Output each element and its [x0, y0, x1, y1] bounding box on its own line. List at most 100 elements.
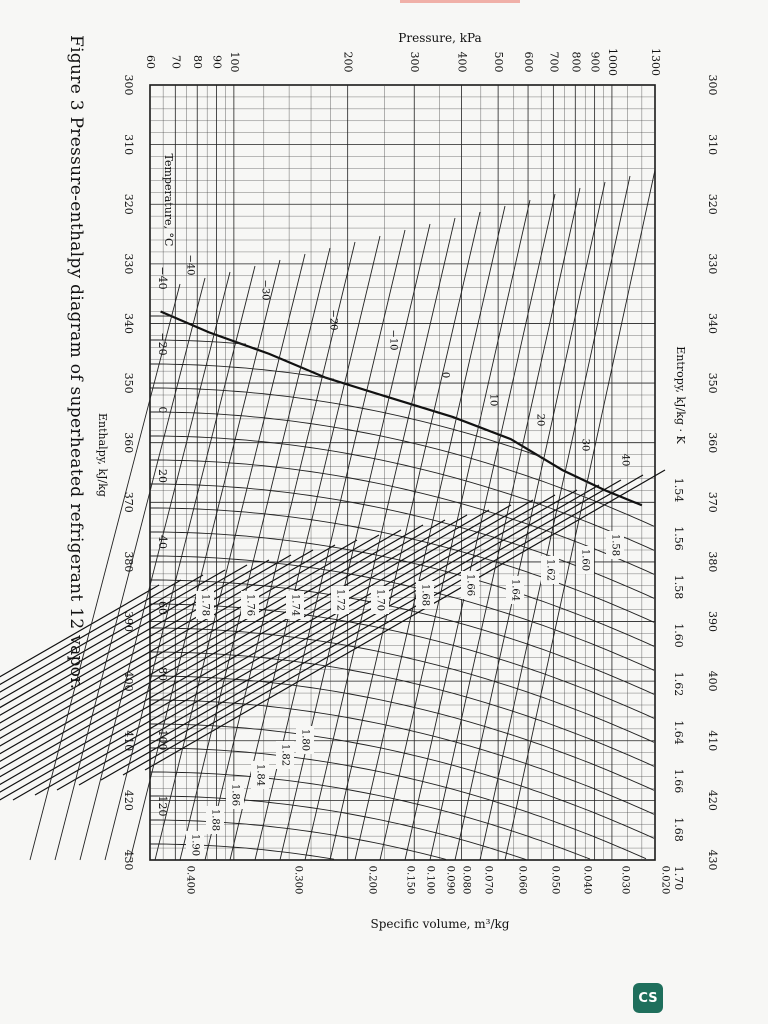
pressure-tick-label: 100 — [228, 52, 241, 73]
temperature-tick-label: 0 — [156, 407, 169, 414]
enthalpy-tick-label-right: 320 — [706, 194, 719, 215]
temperature-axis-title: Temperature, °C — [162, 154, 175, 247]
saturation-temperature-label: 20 — [535, 414, 546, 427]
entropy-tick-label: 1.68 — [672, 817, 685, 842]
entropy-line — [34, 494, 556, 796]
entropy-line-label: 1.86 — [230, 784, 241, 806]
entropy-line-label: 1.64 — [510, 579, 521, 601]
entropy-line-label: 1.62 — [545, 559, 556, 581]
entropy-line-label-bg — [416, 581, 434, 609]
specific-volume-line — [79, 271, 231, 861]
enthalpy-tick-label-right: 350 — [706, 373, 719, 394]
entropy-line — [12, 499, 534, 801]
temperature-line — [150, 723, 655, 839]
enthalpy-tick-label-left: 340 — [122, 313, 135, 334]
enthalpy-tick-label-right: 330 — [706, 253, 719, 274]
entropy-line-label: 1.76 — [245, 594, 256, 616]
pressure-tick-label: 70 — [169, 55, 182, 69]
enthalpy-tick-label-left: 310 — [122, 134, 135, 155]
pressure-tick-label: 80 — [191, 55, 204, 69]
specific-volume-tick-label: 0.100 — [425, 866, 436, 895]
temperature-line — [150, 435, 655, 551]
temperature-line — [150, 675, 655, 791]
enthalpy-tick-label-left: 420 — [122, 790, 135, 811]
enthalpy-tick-label-left: 430 — [122, 850, 135, 871]
entropy-line-label: 1.88 — [210, 809, 221, 831]
pressure-tick-label: 300 — [408, 52, 421, 73]
entropy-line-label-bg — [196, 591, 214, 619]
saturated-vapor-line — [160, 310, 643, 507]
entropy-line-label: 1.58 — [610, 534, 621, 556]
entropy-line-label: 1.68 — [420, 584, 431, 606]
plot-frame — [149, 84, 656, 861]
temperature-line — [150, 339, 247, 345]
entropy-line-label-bg — [576, 546, 594, 574]
enthalpy-tick-label-left: 360 — [122, 432, 135, 453]
entropy-line — [0, 529, 402, 763]
entropy-line — [0, 569, 226, 701]
enthalpy-tick-label-left: 370 — [122, 492, 135, 513]
entropy-line-label: 1.72 — [335, 589, 346, 611]
specific-volume-line — [404, 193, 556, 861]
enthalpy-tick-label-left: 400 — [122, 671, 135, 692]
temperature-line — [150, 795, 527, 861]
specific-volume-line — [454, 181, 606, 861]
temperature-line — [150, 483, 655, 599]
specific-volume-tick-label: 0.040 — [582, 866, 593, 895]
saturation-temperature-label: 40 — [620, 454, 631, 467]
enthalpy-tick-label-right: 430 — [706, 850, 719, 871]
entropy-line-label: 1.78 — [200, 594, 211, 616]
temperature-tick-label: −40 — [156, 266, 169, 289]
entropy-line-label-bg — [541, 556, 559, 584]
pressure-tick-label: 200 — [342, 52, 355, 73]
saturation-temperature-label: −40 — [185, 254, 196, 275]
saturation-temperature-label: 0 — [440, 372, 451, 378]
enthalpy-tick-label-right: 400 — [706, 671, 719, 692]
specific-volume-line — [129, 259, 281, 861]
temperature-line — [150, 843, 335, 860]
figure-caption-text: Figure 3 Pressure-enthalpy diagram of su… — [66, 35, 86, 690]
saturation-temperature-label: −30 — [260, 279, 271, 300]
enthalpy-tick-label-right: 310 — [706, 134, 719, 155]
specific-volume-tick-label: 0.150 — [405, 866, 416, 895]
enthalpy-tick-label-left: 330 — [122, 253, 135, 274]
temperature-line — [150, 363, 335, 380]
temperature-tick-label: 40 — [156, 535, 169, 549]
entropy-line — [0, 579, 182, 686]
specific-volume-tick-label: 0.030 — [620, 866, 631, 895]
specific-volume-tick-label: 0.090 — [445, 866, 456, 895]
specific-volume-line — [204, 241, 356, 861]
entropy-line-label: 1.84 — [255, 764, 266, 786]
entropy-line — [0, 524, 424, 770]
enthalpy-tick-label-right: 420 — [706, 790, 719, 811]
enthalpy-tick-label-right: 340 — [706, 313, 719, 334]
saturation-temperature-label: −10 — [388, 329, 399, 350]
specific-volume-tick-label: 0.300 — [293, 866, 304, 895]
specific-volume-line — [179, 247, 331, 861]
specific-volume-line — [379, 199, 531, 861]
enthalpy-tick-label-right: 370 — [706, 492, 719, 513]
entropy-line-label: 1.60 — [580, 549, 591, 571]
temperature-line — [150, 411, 655, 527]
top-color-strip — [400, 0, 520, 3]
enthalpy-tick-label-right: 380 — [706, 551, 719, 572]
entropy-line-label-bg — [606, 531, 624, 559]
entropy-line — [0, 574, 204, 693]
entropy-tick-label: 1.70 — [672, 866, 685, 891]
pressure-axis-title: Pressure, kPa — [398, 31, 481, 45]
entropy-line — [100, 479, 622, 781]
temperature-tick-label: 80 — [156, 667, 169, 681]
entropy-line — [0, 559, 270, 716]
enthalpy-tick-label-right: 300 — [706, 75, 719, 96]
specific-volume-line — [104, 265, 256, 861]
specific-volume-tick-label: 0.070 — [483, 866, 494, 895]
entropy-line-label: 1.74 — [290, 594, 301, 616]
temperature-line — [150, 819, 447, 860]
specific-volume-tick-label: 0.020 — [660, 866, 671, 895]
camscanner-badge: CS — [633, 983, 663, 1013]
pressure-tick-label: 500 — [492, 51, 505, 72]
entropy-tick-label: 1.62 — [672, 672, 685, 697]
pressure-tick-label: 900 — [589, 52, 602, 73]
specific-volume-tick-label: 0.060 — [517, 866, 528, 895]
entropy-line-label: 1.82 — [280, 744, 291, 766]
